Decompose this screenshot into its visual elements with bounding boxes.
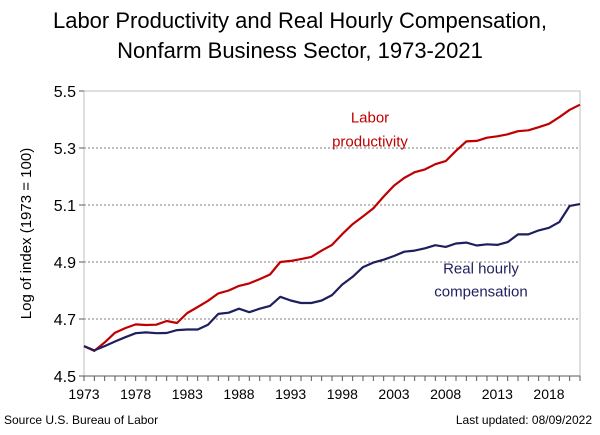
x-tick-label: 1983 [172,386,203,402]
series-label-productivity: Labor [351,109,389,126]
x-tick-label: 2003 [378,386,409,402]
y-tick-label: 4.9 [54,255,76,272]
series-label-compensation: compensation [434,283,527,300]
x-tick-label: 1988 [223,386,254,402]
last-updated-note: Last updated: 08/09/2022 [455,413,592,427]
series-label-productivity: productivity [332,133,408,150]
y-tick-label: 4.7 [54,312,76,329]
series-line-labor-productivity [83,103,581,352]
x-tick-label: 1973 [68,386,99,402]
x-tick-label: 2008 [430,386,461,402]
x-tick-label: 1978 [120,386,151,402]
y-axis-label: Log of index (1973 = 100) [18,148,35,319]
source-note: Source U.S. Bureau of Labor [4,413,159,427]
x-tick-label: 1998 [327,386,358,402]
y-tick-label: 5.3 [54,141,76,158]
y-tick-label: 5.5 [54,84,76,101]
series-label-compensation: Real hourly [443,260,519,277]
x-tick-label: 2013 [482,386,513,402]
series-line-real-hourly-compensation [83,203,581,352]
chart-title-line1: Labor Productivity and Real Hourly Compe… [52,8,548,33]
chart-title-line2: Nonfarm Business Sector, 1973-2021 [117,38,483,63]
x-tick-label: 1993 [275,386,306,402]
x-tick-label: 2018 [533,386,564,402]
y-tick-label: 5.1 [54,198,76,215]
y-tick-label: 4.5 [54,369,76,386]
